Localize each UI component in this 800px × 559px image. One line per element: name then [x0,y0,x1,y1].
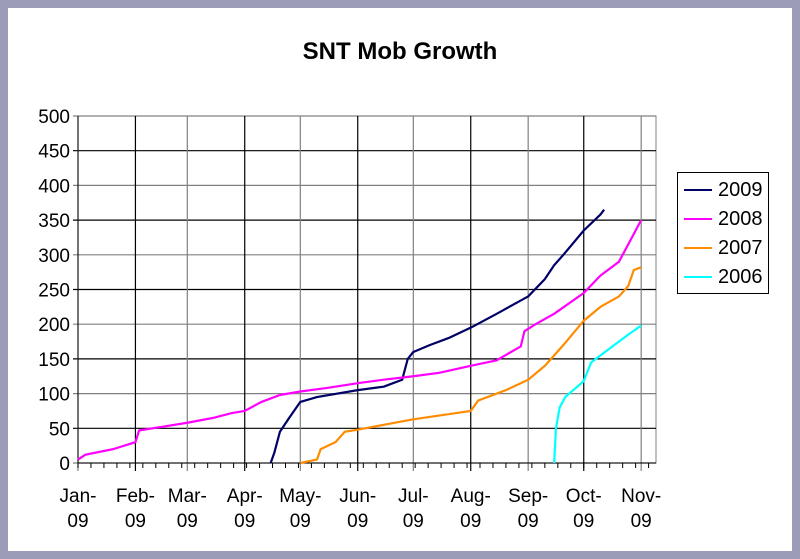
legend-label: 2007 [718,236,763,259]
x-tick-label: 09 [125,511,146,532]
legend-label: 2009 [718,178,763,201]
legend-item-2007: 2007 [684,234,763,262]
legend-swatch [684,218,712,220]
series-line-2009 [269,209,606,464]
x-tick-label: Nov- [621,486,661,507]
x-tick-label: Sep- [508,486,548,507]
y-tick-label: 300 [38,246,70,267]
x-tick-label: 09 [518,511,539,532]
x-tick-label: Jun- [339,486,376,507]
y-tick-label: 400 [38,176,70,197]
x-tick-label: 09 [573,511,594,532]
y-tick-label: 150 [38,350,70,371]
legend-swatch [684,247,712,249]
legend: 2009 2008 2007 2006 [677,172,769,294]
x-tick-label: 09 [290,511,311,532]
x-tick-label: 09 [67,511,88,532]
chart-title: SNT Mob Growth [302,38,498,65]
y-tick-label: 500 [38,107,70,128]
legend-item-2008: 2008 [684,205,763,233]
x-tick-label: Aug- [451,486,491,507]
x-tick-label: 09 [347,511,368,532]
y-tick-label: 450 [38,142,70,163]
x-tick-label: 09 [460,511,481,532]
x-tick-label: Oct- [566,486,602,507]
legend-label: 2008 [718,207,763,230]
x-tick-label: 09 [234,511,255,532]
x-tick-label: May- [279,486,321,507]
x-tick-label: 09 [177,511,198,532]
x-tick-label: Jul- [398,486,429,507]
y-tick-label: 350 [38,211,70,232]
y-tick-label: 250 [38,281,70,302]
legend-item-2009: 2009 [684,176,763,204]
y-tick-label: 50 [49,419,70,440]
x-tick-label: Apr- [227,486,263,507]
series-line-2008 [77,219,643,461]
legend-label: 2006 [718,265,763,288]
legend-item-2006: 2006 [684,263,763,291]
y-tick-label: 100 [38,385,70,406]
x-tick-label: Feb- [116,486,155,507]
legend-swatch [684,276,712,278]
series-line-2006 [553,324,642,464]
x-tick-label: 09 [403,511,424,532]
x-tick-label: 09 [631,511,652,532]
legend-swatch [684,189,712,191]
series-line-2007 [300,266,642,465]
x-tick-label: Mar- [168,486,207,507]
y-tick-label: 0 [59,454,70,475]
y-tick-label: 200 [38,315,70,336]
x-tick-label: Jan- [60,486,97,507]
